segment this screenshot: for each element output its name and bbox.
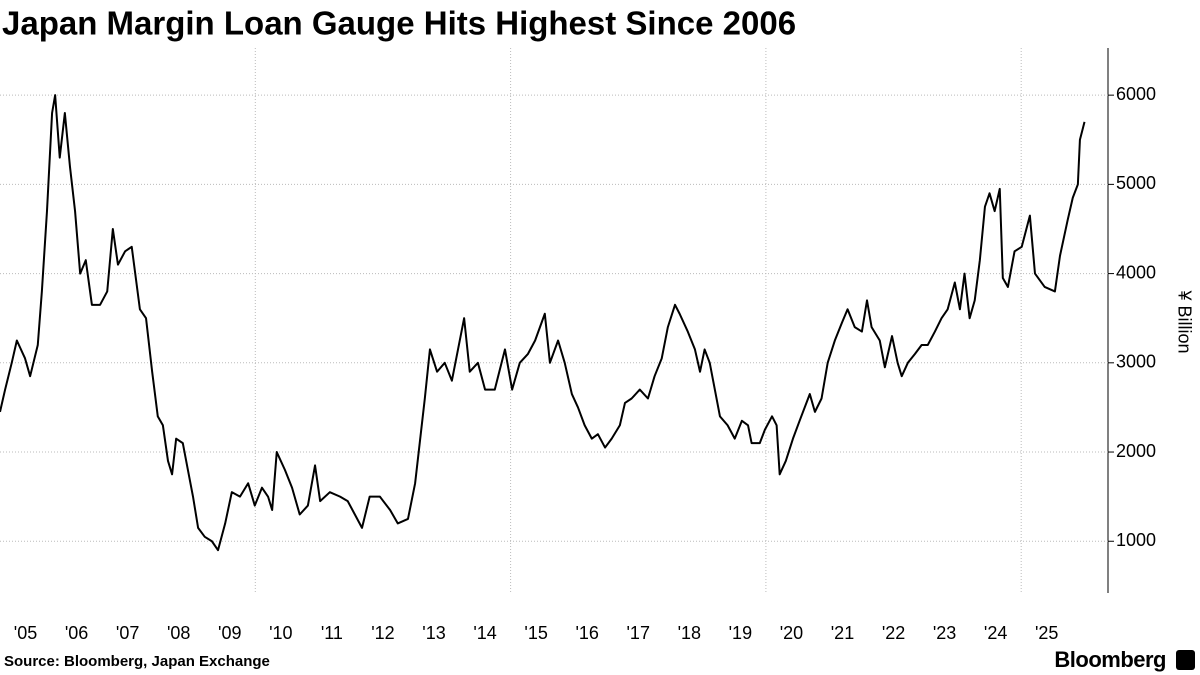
y-tick-label: 1000 [1116,530,1156,550]
x-tick-label: '23 [933,623,956,643]
y-axis-label: ¥ Billion [1174,289,1194,353]
x-tick-label: '13 [422,623,445,643]
x-tick-label: '09 [218,623,241,643]
x-tick-label: '14 [473,623,496,643]
x-tick-label: '21 [831,623,854,643]
x-tick-label: '18 [678,623,701,643]
x-tick-label: '12 [371,623,394,643]
source: Source: Bloomberg, Japan Exchange [4,653,270,670]
x-tick-label: '06 [65,623,88,643]
y-tick-label: 3000 [1116,352,1156,372]
x-tick-label: '25 [1035,623,1058,643]
logo-icon [1176,650,1195,670]
chart-title: Japan Margin Loan Gauge Hits Highest Sin… [2,5,796,42]
x-tick-label: '19 [729,623,752,643]
y-tick-label: 2000 [1116,441,1156,461]
x-tick-label: '08 [167,623,190,643]
x-tick-label: '10 [269,623,292,643]
x-tick-label: '24 [984,623,1007,643]
x-tick-label: '20 [780,623,803,643]
x-tick-label: '17 [627,623,650,643]
logo: Bloomberg [1054,647,1166,672]
x-tick-label: '15 [524,623,547,643]
y-tick-label: 4000 [1116,262,1156,282]
x-tick-label: '22 [882,623,905,643]
x-tick-label: '05 [14,623,37,643]
line [0,94,1086,552]
y-tick-label: 6000 [1116,84,1156,104]
x-tick-label: '16 [575,623,598,643]
y-tick-label: 5000 [1116,173,1156,193]
x-tick-label: '11 [321,623,343,643]
x-tick-label: '07 [116,623,139,643]
